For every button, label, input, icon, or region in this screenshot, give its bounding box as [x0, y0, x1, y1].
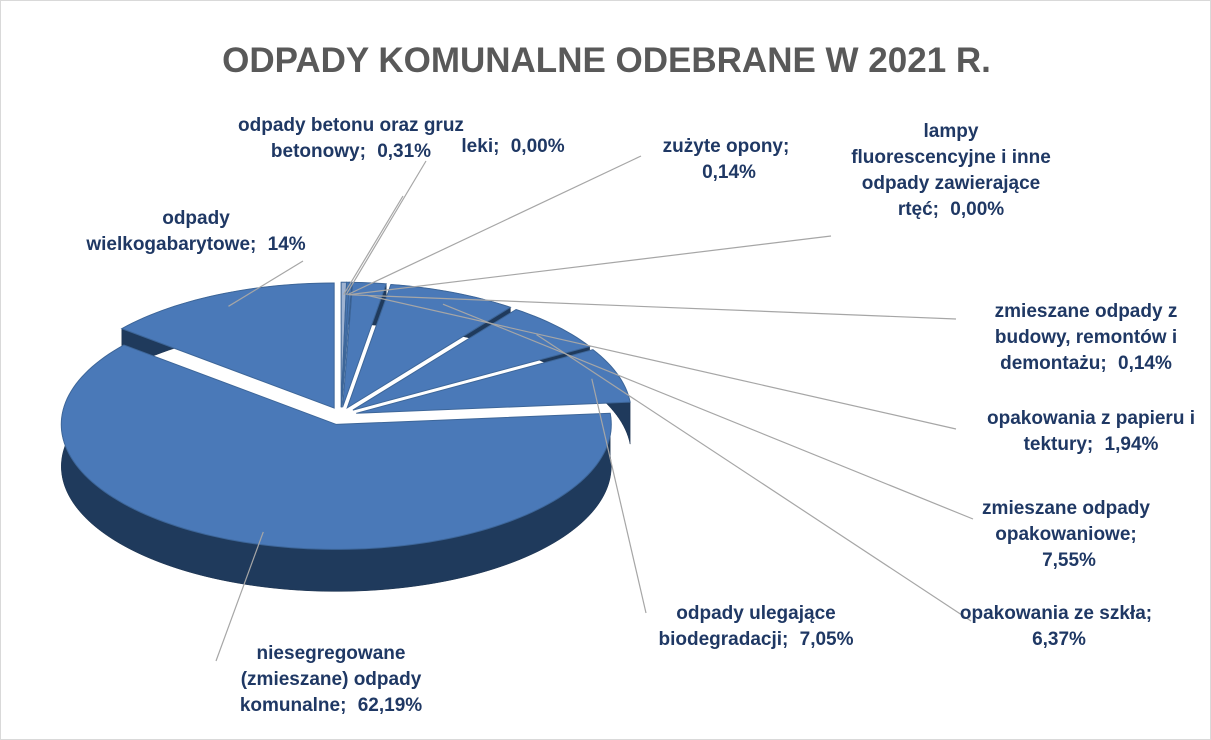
leader-line	[348, 235, 832, 296]
label-value: 0,14%	[702, 162, 756, 183]
label-name: leki;	[461, 136, 500, 157]
leader-line	[536, 334, 972, 622]
label-value: 0,14%	[1118, 353, 1172, 374]
label-name: zmieszane odpady z budowy, remontów i de…	[994, 301, 1178, 374]
label-name: zużyte opony;	[662, 136, 790, 157]
data-label: zużyte opony; 0,14%	[636, 134, 816, 186]
label-name: lampy fluorescencyjne i inne odpady zawi…	[851, 121, 1051, 220]
label-name: opakowania ze szkła;	[959, 603, 1153, 624]
data-label: opakowania z papieru i tektury; 1,94%	[966, 406, 1210, 458]
leader-line	[215, 531, 264, 662]
label-value: 6,37%	[1032, 629, 1086, 650]
label-value: 1,94%	[1104, 434, 1159, 455]
leader-line	[345, 160, 427, 296]
data-label: odpady wielkogabarytowe; 14%	[76, 206, 316, 258]
label-name: odpady wielkogabarytowe;	[86, 208, 257, 255]
slice	[352, 308, 591, 411]
data-label: lampy fluorescencyjne i inne odpady zawi…	[851, 119, 1051, 223]
data-label: niesegregowane (zmieszane) odpady komuna…	[201, 641, 461, 719]
leader-line	[347, 155, 642, 296]
label-value: 7,55%	[1042, 550, 1096, 571]
slice	[120, 282, 335, 409]
label-value: 0,00%	[510, 136, 565, 157]
leader-line	[343, 195, 404, 296]
data-label: leki; 0,00%	[438, 134, 588, 160]
label-name: odpady betonu oraz gruz betonowy;	[238, 115, 464, 162]
leader-line	[442, 303, 974, 520]
label-value: 0,00%	[950, 199, 1005, 220]
label-value: 14%	[267, 234, 306, 255]
leader-line	[591, 378, 647, 614]
leader-lines	[215, 155, 974, 662]
leader-line	[366, 294, 957, 430]
label-value: 7,05%	[799, 629, 854, 650]
data-label: zmieszane odpady z budowy, remontów i de…	[966, 299, 1206, 377]
chart-title: ODPADY KOMUNALNE ODEBRANE W 2021 R.	[222, 41, 991, 80]
label-name: opakowania z papieru i tektury;	[987, 408, 1195, 455]
label-name: niesegregowane (zmieszane) odpady komuna…	[239, 643, 422, 716]
label-name: zmieszane odpady opakowaniowe;	[982, 498, 1150, 545]
leader-line	[228, 260, 304, 307]
data-label: odpady betonu oraz gruz betonowy; 0,31%	[236, 113, 466, 165]
label-value: 62,19%	[357, 695, 423, 716]
data-label: opakowania ze szkła; 6,37%	[956, 601, 1156, 653]
data-label: zmieszane odpady opakowaniowe; 7,55%	[966, 496, 1166, 574]
data-label: odpady ulegające biodegradacji; 7,05%	[646, 601, 866, 653]
slice-tops	[60, 281, 631, 550]
leader-line	[349, 294, 957, 320]
label-value: 0,31%	[377, 141, 432, 162]
label-name: odpady ulegające biodegradacji;	[658, 603, 836, 650]
slice	[60, 344, 612, 550]
